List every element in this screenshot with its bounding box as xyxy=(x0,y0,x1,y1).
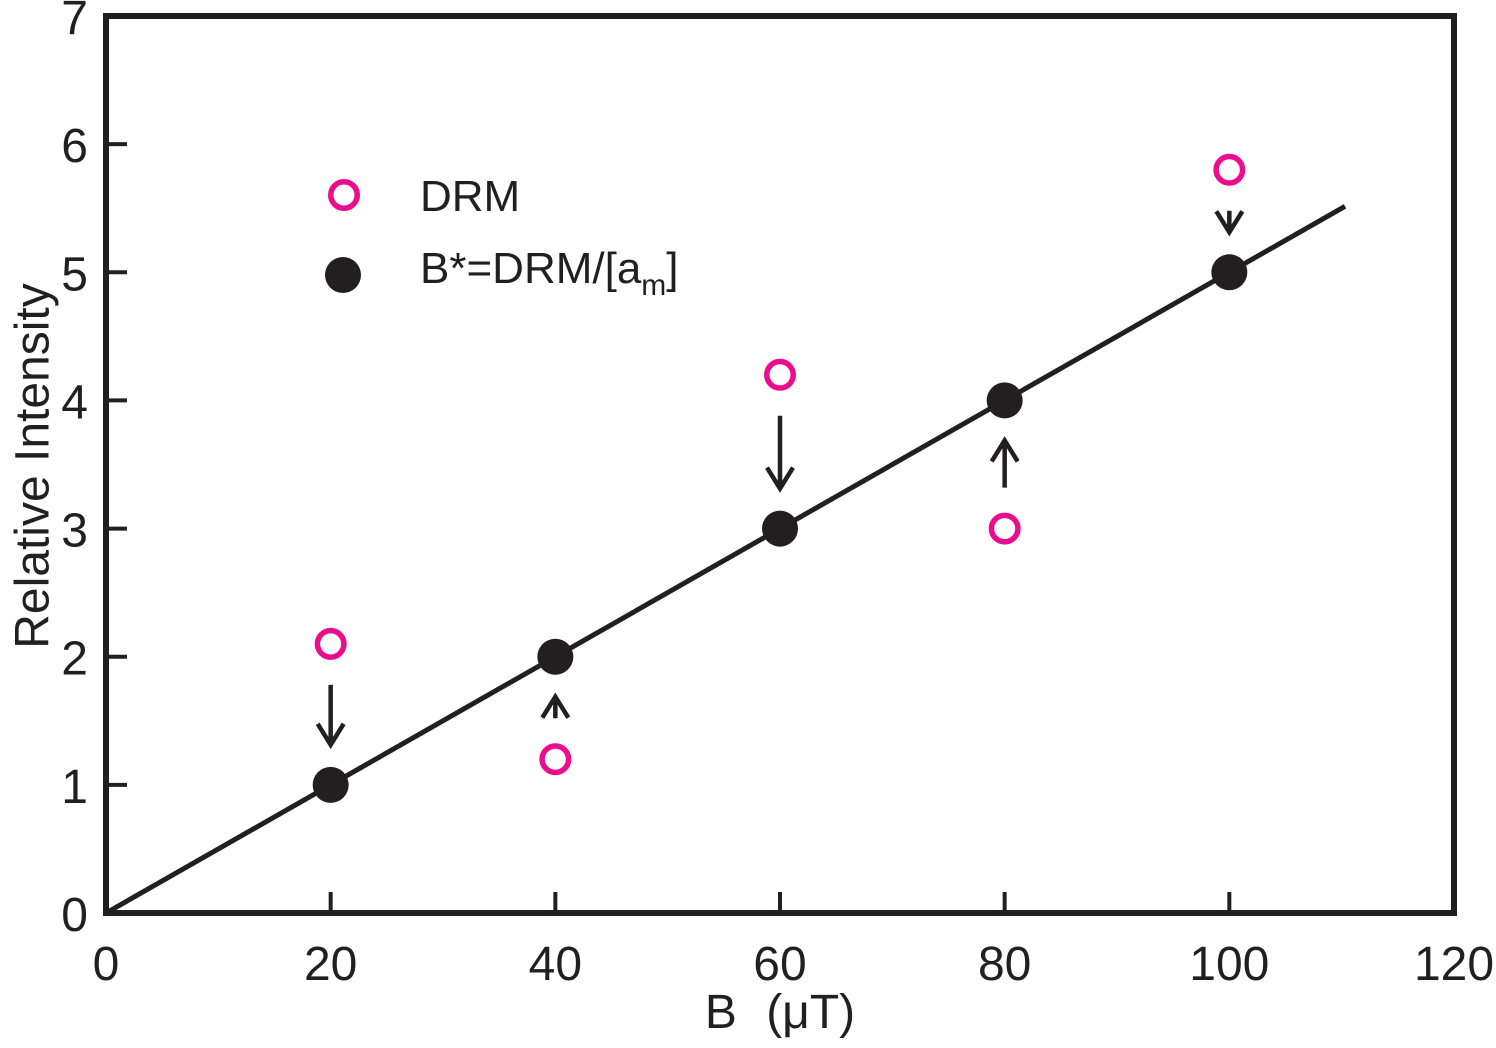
legend-label-bstar-prefix: B*=DRM/[a xyxy=(420,244,642,293)
arrow-head-2 xyxy=(765,466,795,493)
legend-label-bstar-subscript: m xyxy=(641,269,667,302)
y-tick-label-7: 7 xyxy=(61,0,88,45)
x-tick-label-80: 80 xyxy=(978,938,1031,991)
x-tick-label-120: 120 xyxy=(1414,938,1494,991)
calibration-line xyxy=(104,204,1347,916)
bstar-point-100 xyxy=(1211,254,1248,291)
drm-point-80 xyxy=(988,512,1021,545)
y-tick-label-6: 6 xyxy=(61,120,88,173)
x-tick-label-60: 60 xyxy=(753,938,806,991)
x-tick-label-40: 40 xyxy=(529,938,582,991)
drm-point-20 xyxy=(314,627,347,660)
bstar-point-80 xyxy=(986,382,1023,419)
arrow-head-4 xyxy=(1214,210,1245,237)
arrow-head-0 xyxy=(315,722,346,750)
y-tick-label-4: 4 xyxy=(61,376,88,429)
y-tick-label-0: 0 xyxy=(61,889,88,942)
drm-point-100 xyxy=(1213,153,1246,186)
legend-label-drm: DRM xyxy=(420,172,520,222)
y-tick-label-5: 5 xyxy=(61,248,88,301)
x-axis-title: B (μT) xyxy=(704,986,856,1039)
arrow-head-3 xyxy=(989,436,1020,463)
x-tick-label-20: 20 xyxy=(304,938,357,991)
legend-bstar-marker-icon xyxy=(325,257,361,293)
x-tick-label-0: 0 xyxy=(93,938,120,991)
bstar-point-40 xyxy=(537,638,574,675)
drm-point-60 xyxy=(764,358,796,391)
legend-label-bstar-suffix: ] xyxy=(666,244,679,293)
y-tick-label-2: 2 xyxy=(61,633,88,686)
legend-drm-marker-icon xyxy=(328,179,360,211)
drm-point-40 xyxy=(539,743,572,776)
bstar-point-60 xyxy=(762,510,798,547)
bstar-point-20 xyxy=(312,766,349,803)
plot-frame xyxy=(103,13,1457,916)
legend-label-drm-text: DRM xyxy=(420,172,521,221)
x-tick-label-100: 100 xyxy=(1189,938,1269,991)
y-axis-title: Relative Intensity xyxy=(6,283,60,649)
y-tick-label-1: 1 xyxy=(61,761,88,814)
y-tick-label-3: 3 xyxy=(61,505,88,558)
legend-label-bstar: B*=DRM/[am] xyxy=(420,244,679,303)
arrow-head-1 xyxy=(540,692,571,719)
